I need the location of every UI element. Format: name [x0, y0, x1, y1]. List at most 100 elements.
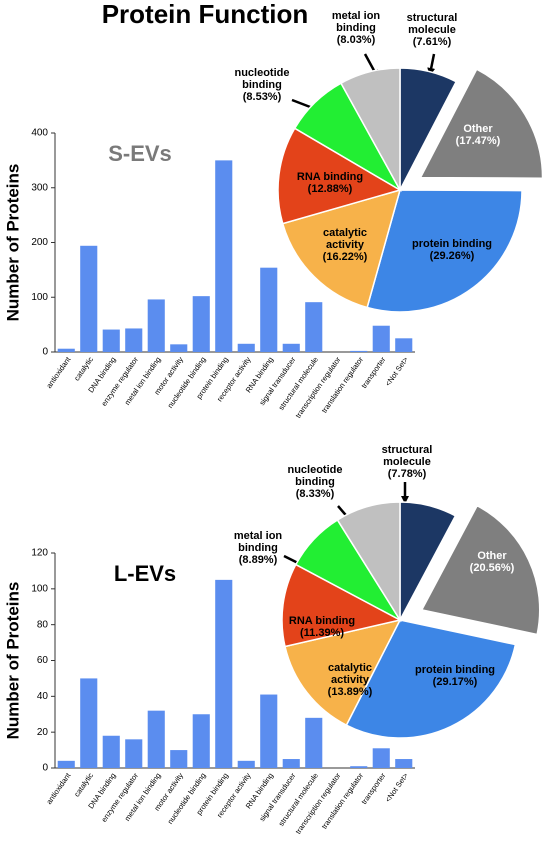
bar	[80, 678, 98, 768]
y-axis-label: Number of Proteins	[3, 164, 22, 322]
bar	[80, 245, 98, 352]
slice-name: structural molecule	[381, 444, 433, 468]
slice-name: RNA binding	[296, 171, 364, 183]
slice-name: catalytic activity	[322, 227, 368, 251]
bar	[147, 710, 165, 768]
y-tick-label: 80	[37, 619, 49, 630]
pie-slice	[336, 501, 401, 623]
slice-label: catalytic activity (16.22%)	[305, 227, 385, 263]
slice-name: catalytic activity	[327, 662, 373, 686]
slice-value-label: (29.26%)	[429, 250, 475, 262]
slice-label: nucleotide binding (8.53%)	[222, 67, 302, 103]
slice-name: protein binding	[411, 238, 493, 250]
slice-value-label: (12.88%)	[307, 183, 353, 195]
bar	[350, 350, 368, 352]
bar	[282, 343, 300, 352]
slice-name: RNA binding	[288, 615, 356, 627]
slice-label: nucleotide binding (8.33%)	[275, 464, 355, 500]
slice-name: structural molecule	[406, 12, 458, 36]
pie-slice	[277, 127, 402, 225]
x-tick-label: antioxidant	[44, 770, 73, 806]
slice-value-label: (7.78%)	[387, 468, 427, 480]
slice-name: metal ion binding	[233, 530, 283, 554]
slice-label: Other (20.56%)	[452, 550, 532, 574]
slice-value-label: (16.22%)	[322, 251, 368, 263]
bar	[125, 739, 143, 768]
slice-label: RNA binding (11.39%)	[277, 615, 367, 639]
chart-title: L-EVs	[114, 561, 176, 586]
slice-label: metal ion binding (8.89%)	[223, 530, 293, 566]
y-tick-label: 40	[37, 691, 49, 702]
slice-value-label: (7.61%)	[412, 36, 452, 48]
pie-slice	[281, 563, 403, 648]
bar	[215, 160, 233, 352]
slice-label: structural molecule (7.61%)	[392, 12, 472, 48]
bar	[102, 735, 120, 768]
bar	[372, 325, 390, 352]
pie-slice	[340, 67, 401, 191]
bar	[372, 748, 390, 768]
y-tick-label: 400	[31, 128, 48, 139]
slice-label: catalytic activity (13.89%)	[310, 662, 390, 698]
y-tick-label: 0	[42, 347, 48, 358]
y-tick-label: 200	[31, 237, 48, 248]
x-tick-label: antioxidant	[44, 354, 73, 390]
y-tick-label: 120	[31, 548, 48, 559]
figure-title: Protein Function	[102, 0, 309, 29]
bar	[237, 760, 255, 768]
bar	[260, 267, 278, 352]
slice-label: protein binding (29.17%)	[400, 664, 510, 688]
bar	[125, 328, 143, 352]
slice-value-label: (29.17%)	[432, 676, 478, 688]
bar	[102, 329, 120, 352]
slice-name: Other	[477, 550, 507, 562]
bar	[57, 760, 75, 768]
y-tick-label: 100	[31, 292, 48, 303]
bar	[170, 344, 188, 352]
bar	[170, 750, 188, 768]
y-tick-label: 60	[37, 655, 49, 666]
slice-value-label: (8.33%)	[295, 488, 335, 500]
bar	[305, 302, 323, 352]
x-tick-label: catalytic	[72, 771, 95, 799]
y-tick-label: 0	[42, 763, 48, 774]
arrow	[427, 53, 436, 76]
slice-value-label: (8.53%)	[242, 91, 282, 103]
slice-name: metal ion binding	[331, 10, 381, 34]
bar	[282, 759, 300, 768]
pie-slice	[420, 504, 541, 636]
bar	[147, 299, 165, 352]
x-tick-label: catalytic	[72, 355, 95, 383]
slice-label: RNA binding (12.88%)	[285, 171, 375, 195]
chart-title: S-EVs	[108, 141, 172, 166]
x-tick-label: <Not Set>	[383, 771, 410, 804]
y-tick-label: 100	[31, 583, 48, 594]
pie-slice	[345, 619, 517, 739]
y-tick-label: 300	[31, 182, 48, 193]
slice-label: structural molecule (7.78%)	[367, 444, 447, 480]
slice-value-label: (20.56%)	[469, 562, 515, 574]
slice-value-label: (17.47%)	[455, 135, 501, 147]
bar	[395, 338, 413, 352]
bar	[192, 296, 210, 352]
bar	[57, 348, 75, 352]
slice-value-label: (11.39%)	[299, 627, 345, 639]
slice-name: protein binding	[414, 664, 496, 676]
x-tick-label: <Not Set>	[383, 355, 410, 388]
slice-name: Other	[463, 123, 493, 135]
slice-label: metal ion binding (8.03%)	[321, 10, 391, 46]
slice-value-label: (13.89%)	[327, 686, 373, 698]
bar	[395, 759, 413, 768]
slice-label: Other (17.47%)	[438, 123, 518, 147]
y-tick-label: 20	[37, 727, 49, 738]
pie-slice	[281, 188, 402, 309]
bar	[350, 766, 368, 768]
bar	[215, 579, 233, 768]
pie-slice	[284, 618, 402, 727]
slice-label: protein binding (29.26%)	[397, 238, 507, 262]
slice-value-label: (8.03%)	[336, 34, 376, 46]
bar	[305, 717, 323, 768]
y-axis-label: Number of Proteins	[3, 582, 22, 740]
